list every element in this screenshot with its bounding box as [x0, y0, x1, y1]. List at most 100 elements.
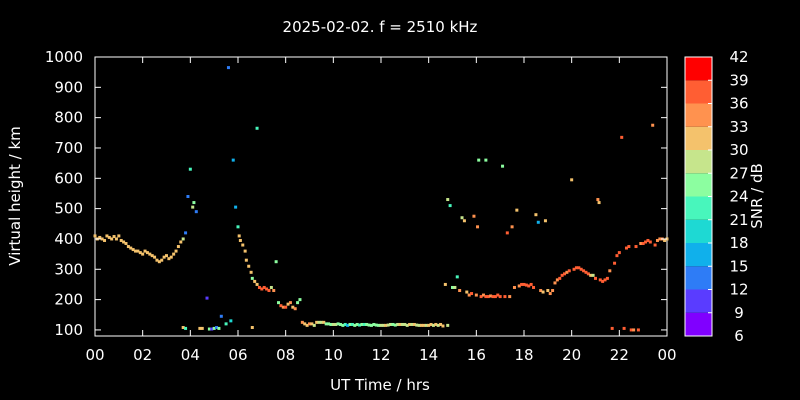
data-point — [249, 270, 253, 274]
x-tick-label: 10 — [324, 346, 343, 364]
data-point — [186, 195, 190, 198]
data-point — [157, 260, 161, 264]
data-point — [451, 285, 454, 289]
data-point — [257, 285, 261, 289]
data-point — [346, 323, 350, 327]
data-point — [238, 238, 242, 242]
data-point — [165, 254, 168, 258]
data-point — [536, 220, 540, 224]
colorbar-segment — [685, 80, 712, 104]
data-point — [237, 234, 241, 238]
data-point — [269, 285, 273, 289]
data-point — [184, 231, 188, 235]
data-point — [408, 322, 412, 326]
data-point — [396, 322, 400, 326]
data-point — [410, 322, 414, 326]
colorbar-tick-label: 33 — [729, 118, 748, 136]
data-point — [484, 158, 488, 162]
data-point — [498, 295, 502, 299]
y-tick-label: 900 — [54, 78, 83, 96]
colorbar-tick-label: 36 — [729, 95, 748, 113]
data-point — [181, 326, 185, 330]
data-point — [520, 282, 524, 286]
data-point — [124, 242, 128, 246]
data-point — [241, 243, 245, 247]
y-axis-label: Virtual height / km — [6, 126, 24, 265]
data-point — [624, 246, 628, 250]
x-tick-label: 18 — [514, 346, 533, 364]
data-points — [93, 66, 669, 332]
data-point — [322, 320, 326, 324]
data-point — [362, 322, 366, 326]
data-point — [103, 238, 107, 242]
colorbar-segment — [685, 173, 712, 197]
data-point — [365, 322, 369, 326]
data-point — [541, 290, 545, 294]
data-point — [296, 301, 300, 305]
data-point — [315, 320, 319, 324]
data-point — [570, 178, 574, 182]
data-point — [319, 320, 323, 324]
data-point — [458, 289, 462, 293]
x-axis-label: UT Time / hrs — [330, 376, 430, 394]
data-point — [250, 276, 254, 280]
data-point — [300, 320, 304, 324]
data-point — [229, 319, 233, 323]
data-point — [136, 249, 140, 253]
data-point — [515, 208, 519, 212]
data-point — [279, 304, 283, 308]
data-point — [620, 135, 624, 139]
data-point — [455, 275, 459, 279]
data-point — [143, 249, 147, 253]
data-point — [114, 237, 118, 241]
data-point — [134, 249, 138, 253]
data-point — [267, 289, 271, 293]
y-tick-label: 400 — [54, 230, 83, 248]
x-tick-label: 14 — [419, 346, 438, 364]
colorbar-segment — [685, 196, 712, 220]
data-point — [467, 293, 471, 297]
data-point — [412, 322, 416, 326]
data-point — [639, 242, 643, 246]
data-point — [281, 305, 285, 309]
data-point — [594, 276, 597, 280]
data-point — [617, 251, 621, 255]
data-point — [553, 281, 557, 285]
data-point — [441, 324, 445, 328]
data-point — [312, 323, 316, 327]
data-point — [436, 323, 440, 327]
data-point — [148, 252, 152, 256]
data-point — [338, 322, 342, 326]
data-point — [141, 252, 145, 256]
data-point — [558, 276, 562, 280]
colorbar-tick-label: 42 — [729, 48, 748, 66]
data-point — [574, 266, 578, 270]
data-point — [524, 283, 528, 287]
data-point — [291, 305, 295, 309]
data-point — [512, 285, 516, 289]
colorbar-segment — [685, 266, 712, 290]
colorbar-segment — [685, 243, 712, 267]
data-point — [641, 242, 645, 246]
chart-title: 2025-02-02. f = 2510 kHz — [283, 18, 478, 36]
data-point — [615, 254, 619, 258]
data-point — [439, 322, 443, 326]
data-point — [632, 328, 636, 332]
data-point — [548, 292, 552, 296]
data-point — [658, 237, 662, 241]
data-point — [247, 264, 251, 268]
data-point — [277, 301, 281, 305]
data-point — [443, 282, 447, 286]
data-point — [479, 295, 483, 299]
y-tick-label: 1000 — [45, 48, 83, 66]
data-point — [327, 322, 331, 326]
data-point — [374, 323, 378, 327]
plot-area — [94, 56, 668, 337]
data-point — [429, 322, 433, 326]
data-point — [403, 322, 407, 326]
data-point — [591, 273, 595, 277]
data-point — [503, 295, 507, 299]
data-point — [422, 323, 426, 327]
data-point — [377, 323, 381, 327]
